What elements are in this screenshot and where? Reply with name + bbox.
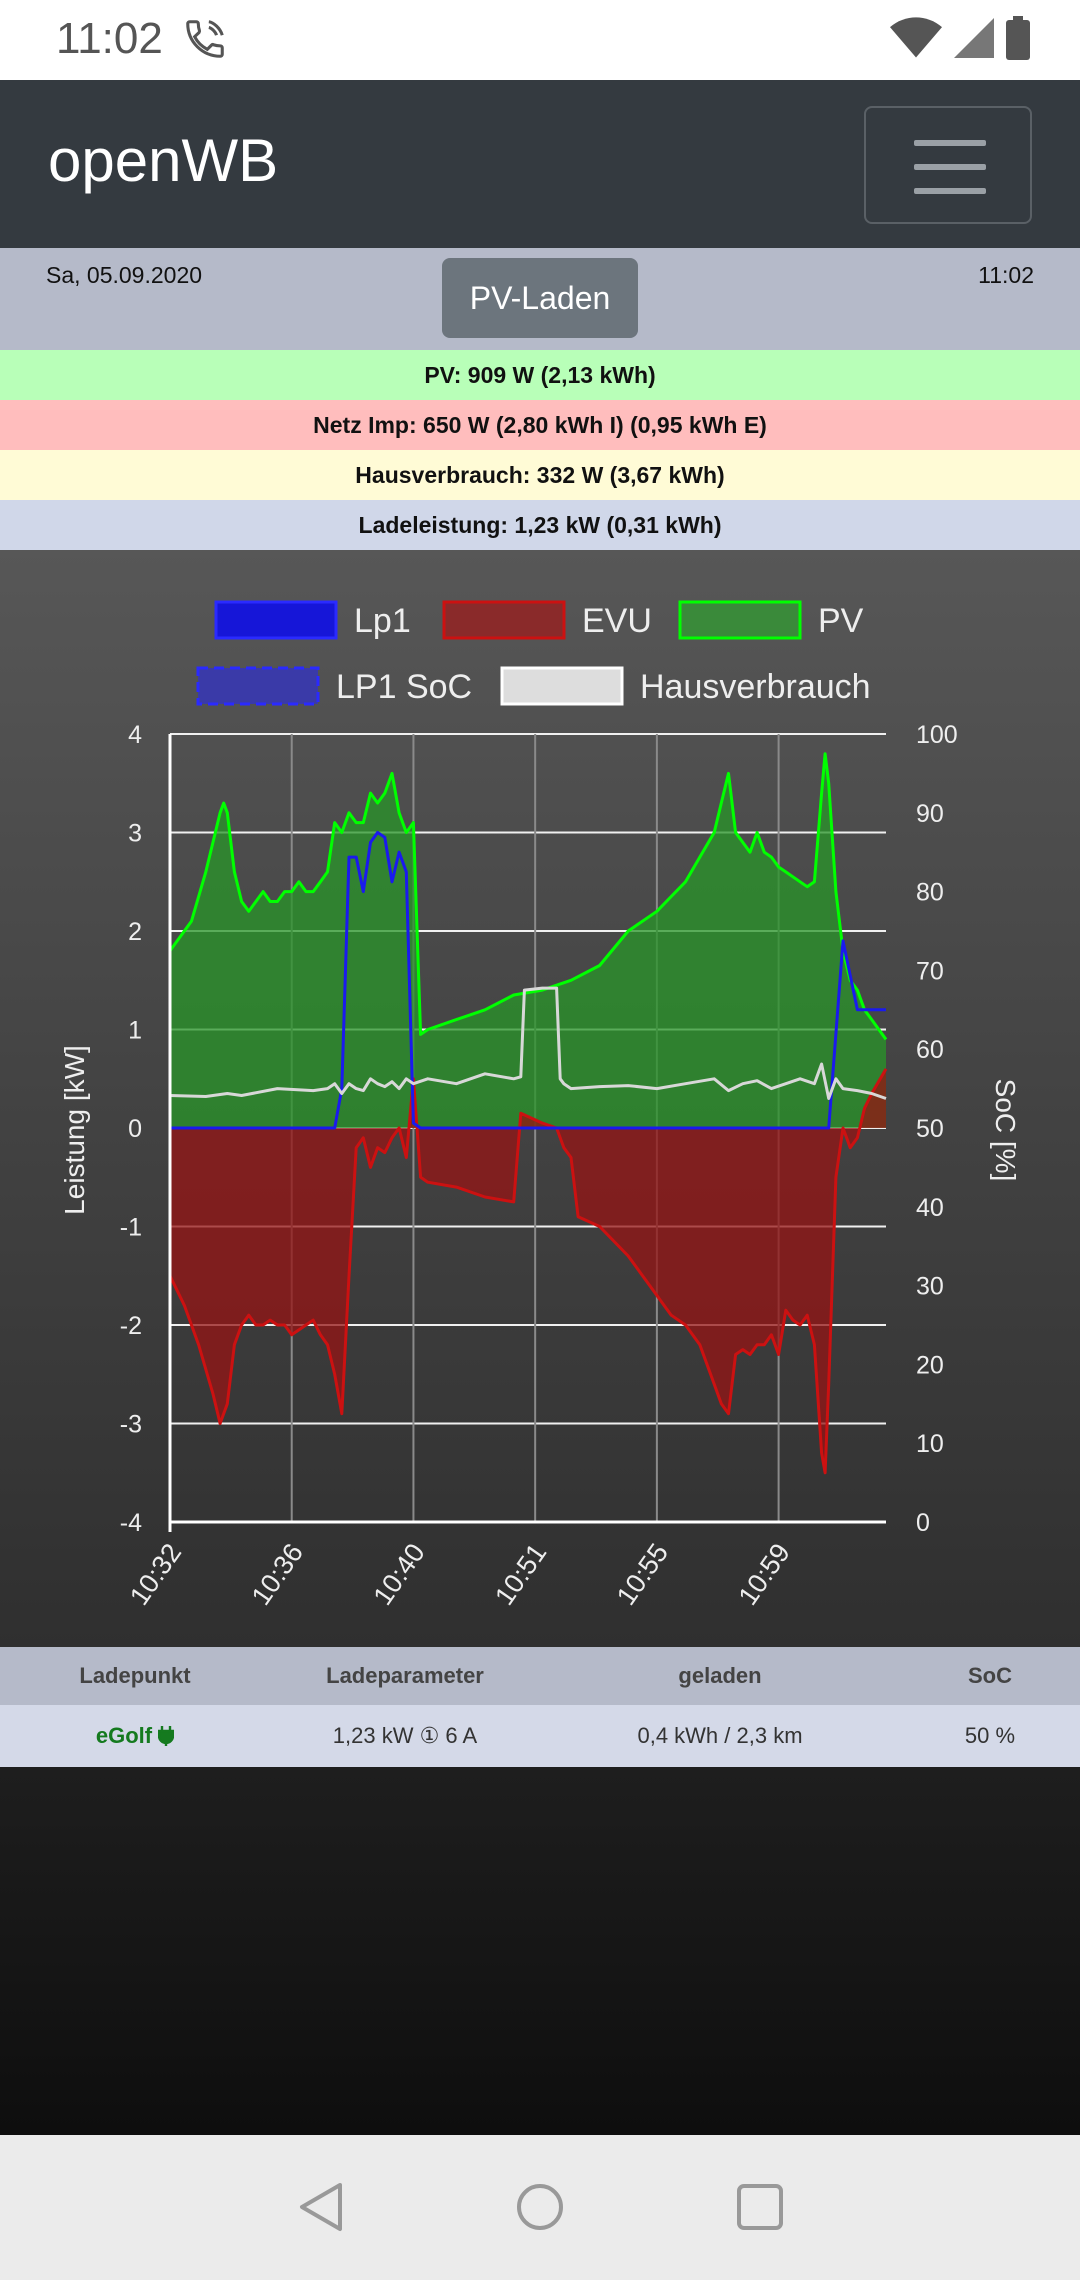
y2-axis-label: SoC [%] [990, 1079, 1021, 1182]
navbar: openWB [0, 80, 1080, 248]
x-tick-label: 10:59 [733, 1538, 796, 1611]
y-tick-label: -2 [120, 1312, 142, 1340]
x-tick-label: 10:55 [611, 1538, 674, 1611]
info-row: Sa, 05.09.2020 PV-Laden 11:02 [0, 248, 1080, 350]
grid-stat: Netz Imp: 650 W (2,80 kWh I) (0,95 kWh E… [0, 400, 1080, 450]
legend-swatch-evu [442, 600, 566, 640]
recents-icon[interactable] [734, 2181, 786, 2233]
y2-tick-label: 30 [916, 1273, 944, 1301]
series-line-evu [168, 1068, 888, 1475]
series-line-hausverbrauch [169, 986, 887, 1100]
y-tick-label: 4 [128, 721, 142, 749]
legend-label-hausverbrauch: Hausverbrauch [640, 668, 871, 706]
house-stat: Hausverbrauch: 332 W (3,67 kWh) [0, 450, 1080, 500]
y-tick-label: -1 [120, 1214, 142, 1242]
legend-swatch-lp1 [214, 600, 338, 640]
y2-tick-label: 100 [916, 721, 958, 749]
series-line-pv [168, 752, 888, 1041]
charge-parameters: 1,23 kW ① 6 A [332, 1723, 478, 1748]
plug-icon [158, 1726, 175, 1746]
y2-tick-label: 90 [916, 800, 944, 828]
charge-mode-button[interactable]: PV-Laden [442, 258, 638, 338]
pv-stat: PV: 909 W (2,13 kWh) [0, 350, 1080, 400]
current-date: Sa, 05.09.2020 [46, 262, 203, 288]
status-time: 11:02 [56, 14, 163, 63]
y-tick-label: 2 [128, 918, 142, 946]
chart-lines [168, 752, 888, 1475]
y2-tick-label: 0 [916, 1509, 930, 1537]
y-tick-label: 1 [128, 1017, 142, 1045]
legend-swatch-pv [678, 600, 802, 640]
system-nav-bar [0, 2135, 1080, 2280]
wifi-call-icon [186, 20, 224, 58]
hamburger-icon [914, 188, 986, 194]
x-tick-label: 10:36 [246, 1538, 309, 1611]
series-line-lp1 [170, 831, 886, 1130]
chargepoint-name[interactable]: eGolf [95, 1723, 153, 1748]
y2-tick-label: 40 [916, 1194, 944, 1222]
chargepoint-name-cell[interactable]: eGolf [0, 1705, 270, 1767]
soc-value: 50 % [964, 1723, 1016, 1748]
battery-icon [1006, 16, 1030, 60]
status-bar: 11:02 [0, 0, 1080, 80]
back-icon[interactable] [296, 2181, 348, 2233]
y-tick-label: -3 [120, 1411, 142, 1439]
y-tick-label: 0 [128, 1115, 142, 1143]
x-tick-label: 10:32 [124, 1538, 187, 1611]
legend-label-evu: EVU [582, 602, 652, 640]
y-tick-label: 3 [128, 820, 142, 848]
legend-label-lp1-soc: LP1 SoC [336, 668, 472, 706]
hamburger-icon [914, 140, 986, 146]
col-header-geladen: geladen [678, 1663, 762, 1688]
y2-tick-label: 80 [916, 879, 944, 907]
wifi-icon [890, 17, 942, 58]
legend-swatch-lp1-soc [196, 666, 320, 706]
col-header-ladeparameter: Ladeparameter [326, 1663, 484, 1688]
empty-content-area [0, 1767, 1080, 2135]
col-header-soc: SoC [968, 1663, 1012, 1688]
current-time: 11:02 [978, 262, 1034, 288]
table-row[interactable]: eGolf 1,23 kW ① 6 A 0,4 kWh / 2,3 km 50 … [0, 1705, 1080, 1767]
x-tick-label: 10:51 [489, 1538, 552, 1611]
chart-legend: Lp1 EVU PV LP1 SoC Hausverbrauch [196, 600, 871, 706]
legend-label-lp1: Lp1 [354, 602, 411, 640]
y2-tick-label: 70 [916, 957, 944, 985]
y2-tick-label: 50 [916, 1115, 944, 1143]
y-axis-label: Leistung [kW] [59, 1045, 90, 1215]
col-header-ladepunkt: Ladepunkt [79, 1663, 191, 1688]
home-icon[interactable] [514, 2181, 566, 2233]
hamburger-icon [914, 164, 986, 170]
power-chart: Lp1 EVU PV LP1 SoC Hausverbrauch 4 3 2 1 0 -1… [0, 550, 1080, 1647]
legend-swatch-hausverbrauch [500, 666, 624, 706]
charge-stat: Ladeleistung: 1,23 kW (0,31 kWh) [0, 500, 1080, 550]
signal-icon [954, 18, 994, 58]
y-tick-label: -4 [120, 1509, 142, 1537]
brand-title[interactable]: openWB [48, 127, 279, 194]
chargepoint-table-header: Ladepunkt Ladeparameter geladen SoC [0, 1647, 1080, 1705]
legend-label-pv: PV [818, 602, 864, 640]
menu-toggle-button[interactable] [864, 106, 1032, 224]
y2-tick-label: 10 [916, 1430, 944, 1458]
y2-tick-label: 20 [916, 1351, 944, 1379]
y2-tick-label: 60 [916, 1036, 944, 1064]
series-area-evu [170, 1068, 886, 1473]
x-tick-label: 10:40 [367, 1538, 430, 1611]
chart-svg: Lp1 EVU PV LP1 SoC Hausverbrauch 43210-1… [59, 600, 1021, 1611]
charged-amount: 0,4 kWh / 2,3 km [637, 1723, 803, 1748]
